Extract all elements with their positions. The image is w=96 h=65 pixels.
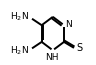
Text: $\mathregular{H_2N}$: $\mathregular{H_2N}$: [10, 44, 29, 57]
Text: N: N: [66, 20, 72, 29]
Text: NH: NH: [45, 53, 59, 62]
Text: S: S: [77, 43, 83, 53]
Text: $\mathregular{H_2N}$: $\mathregular{H_2N}$: [10, 11, 29, 23]
